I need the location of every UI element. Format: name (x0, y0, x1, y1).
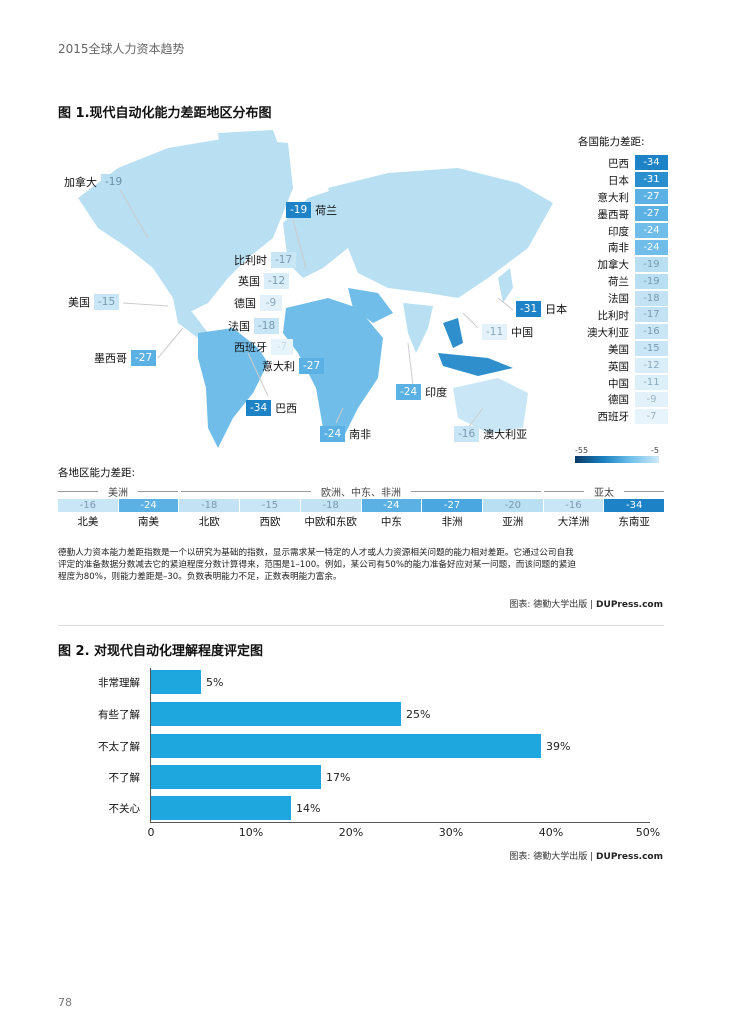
country-row: 意大利 -27 (568, 189, 668, 206)
region-cell: -15 西欧 (240, 499, 300, 529)
country-row: 荷兰 -19 (568, 273, 668, 290)
country-row: 比利时 -17 (568, 307, 668, 324)
region-strip: -16 北美 -24 南美 -18 北欧 -15 西欧 -18 中欧和东欧 -24 中东 -… (58, 499, 665, 529)
bar (151, 765, 321, 789)
bar-row: 不了解 17% (58, 765, 350, 789)
country-gap-list: 各国能力差距: 巴西 -34 日本 -31 意大利 -27 墨西哥 -27 印度 -24 … (568, 134, 668, 425)
figure1-title: 图 1.现代自动化能力差距地区分布图 (58, 106, 272, 121)
country-row: 巴西 -34 (568, 155, 668, 172)
figure1-source: 图表: 德勤大学出版 | DUPress.com (509, 600, 663, 610)
bar (151, 670, 201, 694)
group-americas: 美洲 (58, 484, 178, 499)
source-link[interactable]: DUPress.com (596, 600, 663, 610)
map-label-australia: -16 澳大利亚 (454, 426, 531, 442)
color-scale-legend: -55 -5 (575, 446, 659, 463)
legend-max: -5 (651, 446, 659, 455)
legend-min: -55 (575, 446, 589, 455)
country-row: 德国 -9 (568, 391, 668, 408)
legend-gradient (575, 456, 659, 463)
region-cell: -24 中东 (361, 499, 422, 529)
map-label-usa: 美国 -15 (64, 294, 120, 310)
map-label-belgium: 比利时 -17 (230, 252, 297, 268)
country-row: 澳大利亚 -16 (568, 324, 668, 341)
world-map-shapes (78, 130, 553, 448)
region-cell: -18 北欧 (179, 499, 240, 529)
country-row: 加拿大 -19 (568, 256, 668, 273)
world-map: 加拿大 -19 -19 荷兰 比利时 -17 英国 -12 德国 -9 法国 -… (58, 128, 567, 458)
map-label-germany: 德国 -9 (230, 295, 282, 311)
map-label-netherlands: -19 荷兰 (286, 202, 341, 218)
region-cell: -18 中欧和东欧 (300, 499, 361, 529)
bar-row: 不太了解 39% (58, 734, 570, 758)
map-label-china: -11 中国 (482, 324, 537, 340)
country-row: 美国 -15 (568, 341, 668, 358)
region-cell: -20 亚洲 (482, 499, 543, 529)
bar-row: 非常理解 5% (58, 670, 223, 694)
map-label-canada: 加拿大 -19 (60, 174, 127, 190)
x-tick: 40% (538, 826, 564, 839)
country-row: 南非 -24 (568, 239, 668, 256)
region-cell: -16 大洋洲 (543, 499, 604, 529)
y-axis (150, 668, 151, 823)
understanding-bar-chart: 非常理解 5% 有些了解 25% 不太了解 39% 不了解 17% 不关心 14… (58, 660, 668, 840)
region-cell: -24 南美 (118, 499, 179, 529)
map-label-japan: -31 日本 (516, 301, 571, 317)
x-tick: 0 (147, 826, 155, 839)
group-apac: 亚太 (544, 484, 664, 499)
country-row: 西班牙 -7 (568, 408, 668, 425)
bar (151, 702, 401, 726)
map-label-brazil: -34 巴西 (246, 400, 301, 416)
country-list-title: 各国能力差距: (578, 136, 645, 148)
country-row: 日本 -31 (568, 172, 668, 189)
region-groups: 美洲 欧洲、中东、非洲 亚太 (58, 484, 664, 499)
map-label-spain: 西班牙 -7 (230, 339, 293, 355)
figure1-note: 德勤人力资本能力差距指数是一个以研究为基础的指数，显示需求某一特定的人才或人力资… (58, 548, 576, 582)
section-divider (58, 625, 664, 626)
source-link[interactable]: DUPress.com (596, 852, 663, 862)
region-cell: -34 东南亚 (604, 499, 665, 529)
region-gap-title: 各地区能力差距: (58, 467, 136, 479)
country-row: 中国 -11 (568, 375, 668, 392)
bar-row: 有些了解 25% (58, 702, 430, 726)
bar (151, 734, 541, 758)
x-tick: 30% (438, 826, 464, 839)
map-label-mexico: 墨西哥 -27 (90, 350, 157, 366)
country-row: 英国 -12 (568, 358, 668, 375)
figure2-source: 图表: 德勤大学出版 | DUPress.com (509, 852, 663, 862)
group-emea: 欧洲、中东、非洲 (181, 484, 541, 499)
region-cell: -16 北美 (58, 499, 118, 529)
country-row: 法国 -18 (568, 290, 668, 307)
map-label-france: 法国 -18 (224, 318, 280, 334)
country-row: 墨西哥 -27 (568, 206, 668, 223)
x-tick: 20% (338, 826, 364, 839)
page-number: 78 (58, 996, 72, 1009)
map-label-south-africa: -24 南非 (320, 426, 375, 442)
x-tick: 10% (238, 826, 264, 839)
bar-row: 不关心 14% (58, 796, 320, 820)
bar (151, 796, 291, 820)
figure2-title: 图 2. 对现代自动化理解程度评定图 (58, 644, 264, 659)
country-row: 印度 -24 (568, 223, 668, 240)
x-axis (150, 822, 650, 823)
map-label-uk: 英国 -12 (234, 273, 290, 289)
x-tick: 50% (635, 826, 661, 839)
map-label-italy: 意大利 -27 (258, 358, 325, 374)
map-label-india: -24 印度 (396, 384, 451, 400)
running-title: 2015全球人力资本趋势 (58, 42, 185, 56)
region-cell: -27 非洲 (422, 499, 482, 529)
